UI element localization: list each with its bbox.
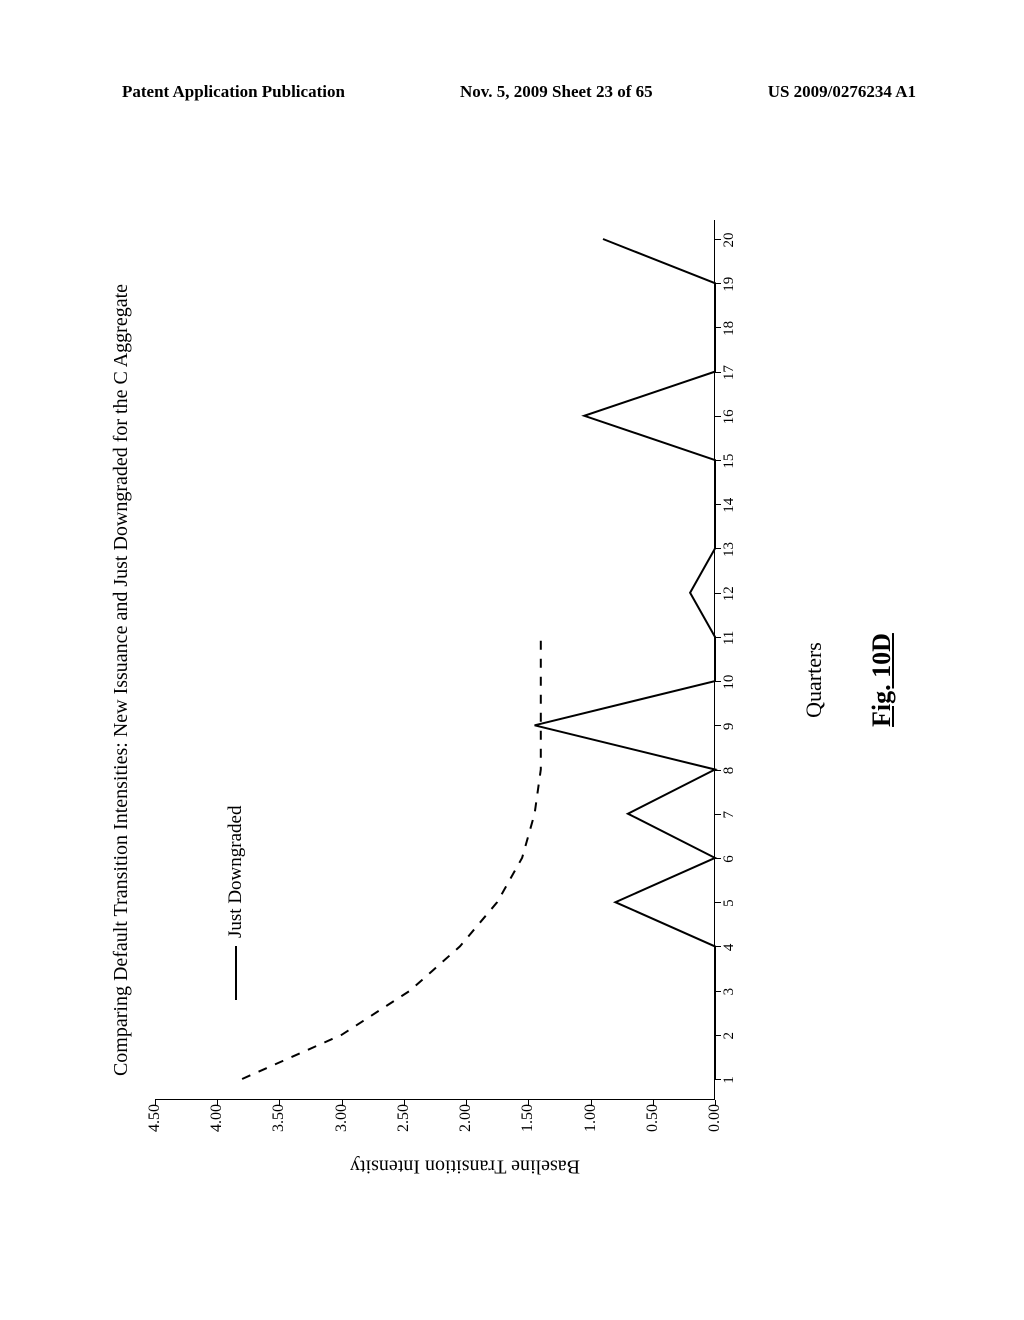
y-tick-mark [591, 1100, 592, 1106]
y-tick-mark [528, 1100, 529, 1106]
y-tick-mark [653, 1100, 654, 1106]
x-tick-label: 10 [721, 675, 738, 690]
legend: Just Downgraded [225, 806, 247, 1000]
x-tick-mark [715, 504, 721, 505]
figure-caption: Fig. 10D [867, 180, 897, 1180]
x-tick-label: 18 [721, 321, 738, 336]
x-tick-label: 6 [721, 855, 738, 863]
x-tick-mark [715, 548, 721, 549]
x-tick-mark [715, 770, 721, 771]
x-tick-mark [715, 681, 721, 682]
y-tick-mark [155, 1100, 156, 1106]
x-tick-label: 14 [721, 498, 738, 513]
y-tick-mark [279, 1100, 280, 1106]
x-tick-label: 17 [721, 365, 738, 380]
x-tick-label: 5 [721, 899, 738, 907]
x-tick-mark [715, 814, 721, 815]
x-tick-mark [715, 327, 721, 328]
y-tick-mark [342, 1100, 343, 1106]
y-tick-label: 1.50 [519, 1104, 537, 1180]
x-tick-label: 15 [721, 454, 738, 469]
x-tick-mark [715, 416, 721, 417]
x-tick-label: 19 [721, 277, 738, 292]
x-tick-mark [715, 239, 721, 240]
series-just-downgraded [535, 239, 715, 1079]
legend-label: Just Downgraded [225, 806, 247, 938]
x-tick-label: 13 [721, 542, 738, 557]
y-tick-label: 1.00 [582, 1104, 600, 1180]
x-tick-label: 3 [721, 988, 738, 996]
y-tick-label: 0.00 [706, 1104, 724, 1180]
x-tick-mark [715, 725, 721, 726]
figure-inner: Comparing Default Transition Intensities… [110, 180, 930, 1180]
x-tick-label: 7 [721, 811, 738, 819]
y-tick-label: 3.00 [333, 1104, 351, 1180]
y-tick-mark [404, 1100, 405, 1106]
x-tick-mark [715, 460, 721, 461]
page-header: Patent Application Publication Nov. 5, 2… [0, 82, 1024, 102]
y-tick-mark [715, 1100, 716, 1106]
x-tick-mark [715, 902, 721, 903]
x-tick-mark [715, 946, 721, 947]
x-tick-label: 11 [721, 631, 738, 645]
x-tick-mark [715, 637, 721, 638]
x-tick-mark [715, 593, 721, 594]
y-tick-label: 4.50 [146, 1104, 164, 1180]
x-tick-label: 2 [721, 1032, 738, 1040]
x-tick-label: 20 [721, 233, 738, 248]
legend-line-icon [235, 946, 237, 1000]
x-tick-mark [715, 991, 721, 992]
y-tick-label: 3.50 [270, 1104, 288, 1180]
x-tick-label: 8 [721, 767, 738, 775]
x-tick-label: 16 [721, 409, 738, 424]
y-tick-mark [466, 1100, 467, 1106]
header-left: Patent Application Publication [122, 82, 345, 102]
x-tick-label: 4 [721, 944, 738, 952]
x-axis-label: Quarters [801, 180, 827, 1180]
y-tick-label: 2.50 [395, 1104, 413, 1180]
y-tick-label: 4.00 [208, 1104, 226, 1180]
chart-title: Comparing Default Transition Intensities… [110, 180, 133, 1180]
header-center: Nov. 5, 2009 Sheet 23 of 65 [460, 82, 653, 102]
x-tick-mark [715, 1035, 721, 1036]
x-tick-mark [715, 858, 721, 859]
figure-rotated-container: Comparing Default Transition Intensities… [20, 270, 1020, 1090]
x-tick-label: 1 [721, 1076, 738, 1084]
x-tick-mark [715, 283, 721, 284]
chart-box: Baseline Transition Intensity Just Downg… [145, 180, 785, 1180]
series-new-issuance [242, 637, 541, 1079]
header-right: US 2009/0276234 A1 [768, 82, 916, 102]
y-tick-mark [217, 1100, 218, 1106]
y-tick-label: 2.00 [457, 1104, 475, 1180]
x-tick-mark [715, 372, 721, 373]
y-tick-label: 0.50 [644, 1104, 662, 1180]
x-tick-label: 9 [721, 723, 738, 731]
x-tick-label: 12 [721, 586, 738, 601]
x-tick-mark [715, 1079, 721, 1080]
